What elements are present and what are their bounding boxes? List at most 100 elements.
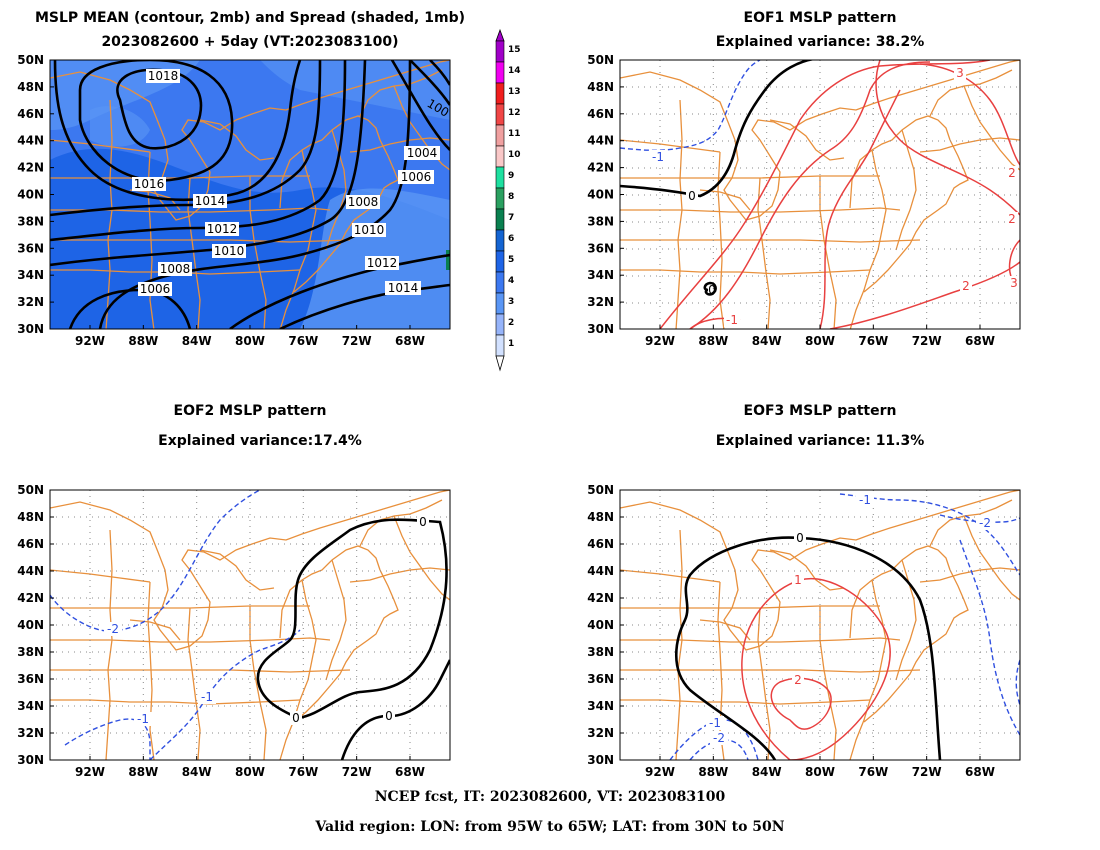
lon-tick-label: 80W: [805, 765, 835, 779]
mean-contour-label: 1018: [148, 69, 179, 83]
lon-tick-label: 88W: [128, 334, 158, 348]
lat-tick-label: 32N: [587, 295, 614, 309]
eof1-contour-label: -1: [652, 150, 664, 164]
lat-tick-label: 42N: [17, 591, 44, 605]
lon-tick-label: 84W: [182, 765, 212, 779]
lat-tick-label: 38N: [587, 645, 614, 659]
lat-tick-label: 46N: [17, 107, 44, 121]
lon-tick-label: 68W: [965, 334, 995, 348]
lat-tick-label: 30N: [587, 322, 614, 336]
lat-tick-label: 44N: [587, 134, 614, 148]
mean-contour-label: 1014: [388, 281, 419, 295]
eof1-contour-label: 0: [708, 283, 716, 297]
mean-contour-label: 1016: [134, 177, 165, 191]
lon-tick-label: 80W: [805, 334, 835, 348]
mean-contour-label: 1004: [407, 146, 438, 160]
eof2-contour-label: -1: [201, 690, 213, 704]
lat-tick-label: 30N: [17, 322, 44, 336]
lat-tick-label: 32N: [17, 295, 44, 309]
colorbar-tick-label: 3: [508, 297, 514, 307]
colorbar-tick-label: 15: [508, 45, 521, 55]
lon-tick-label: 76W: [858, 334, 888, 348]
lat-tick-label: 32N: [17, 726, 44, 740]
lat-tick-label: 40N: [587, 188, 614, 202]
eof3-contour-label: 1: [794, 573, 802, 587]
lon-tick-label: 92W: [75, 765, 105, 779]
mean-contour-label: 1010: [354, 223, 385, 237]
lon-tick-label: 92W: [75, 334, 105, 348]
lat-tick-label: 40N: [587, 618, 614, 632]
eof2-title-line2: Explained variance:17.4%: [158, 433, 362, 449]
eof3-title-line1: EOF3 MSLP pattern: [743, 403, 897, 419]
eof1-contour-label: 0: [688, 189, 696, 203]
mean-title-line1: MSLP MEAN (contour, 2mb) and Spread (sha…: [35, 10, 465, 26]
mean-contour-label: 1008: [160, 262, 191, 276]
eof2-contour-label: 0: [419, 515, 427, 529]
lat-tick-label: 48N: [587, 80, 614, 94]
lat-tick-label: 46N: [17, 537, 44, 551]
eof1-contour-label: 3: [956, 66, 964, 80]
colorbar-tick-label: 9: [508, 171, 514, 181]
lat-tick-label: 44N: [17, 564, 44, 578]
eof2-contour-label: 0: [292, 711, 300, 725]
lat-tick-label: 36N: [587, 672, 614, 686]
eof3-contour-label: -1: [859, 493, 871, 507]
lon-tick-label: 88W: [698, 765, 728, 779]
lat-tick-label: 34N: [587, 699, 614, 713]
lon-tick-label: 84W: [182, 334, 212, 348]
lon-tick-label: 72W: [342, 765, 372, 779]
lon-tick-label: 76W: [858, 765, 888, 779]
footer-forecast-info: NCEP fcst, IT: 2023082600, VT: 202308310…: [374, 789, 726, 805]
lon-tick-label: 80W: [235, 765, 265, 779]
mean-contour-label: 1010: [214, 244, 245, 258]
lat-tick-label: 46N: [587, 107, 614, 121]
lon-tick-label: 68W: [395, 334, 425, 348]
eof2-contour-label: -2: [107, 622, 119, 636]
lat-tick-label: 44N: [587, 564, 614, 578]
colorbar-tick-label: 13: [508, 87, 521, 97]
axis-labels: 50N 48N 46N 44N 42N 40N 38N 36N 34N 32N 30N 92W 88W 8…: [17, 53, 995, 779]
colorbar-tick-label: 5: [508, 255, 514, 265]
colorbar-tick-label: 12: [508, 108, 521, 118]
lat-tick-label: 50N: [587, 483, 614, 497]
eof3-contour-label: -1: [709, 716, 721, 730]
lat-tick-label: 40N: [17, 618, 44, 632]
eof3-contour-label: 2: [794, 673, 802, 687]
colorbar-tick-label: 4: [508, 276, 514, 286]
lon-tick-label: 88W: [698, 334, 728, 348]
lon-tick-label: 76W: [288, 765, 318, 779]
lat-tick-label: 46N: [587, 537, 614, 551]
colorbar-tick-label: 1: [508, 339, 514, 349]
lat-tick-label: 42N: [587, 161, 614, 175]
lon-tick-label: 88W: [128, 765, 158, 779]
lat-tick-label: 36N: [17, 241, 44, 255]
lat-tick-label: 42N: [587, 591, 614, 605]
eof1-contour-label: -1: [726, 313, 738, 327]
eof1-map-panel: 0 -1 3 2 2 -1 2 3 0: [619, 59, 1021, 330]
lon-tick-label: 92W: [645, 334, 675, 348]
lon-tick-label: 68W: [395, 765, 425, 779]
mean-map-panel: 1018 1016 1014 1012 1010 1008 1006 1004 …: [49, 59, 451, 330]
lon-tick-label: 84W: [752, 765, 782, 779]
mean-title-line2: 2023082600 + 5day (VT:2023083100): [101, 34, 399, 50]
eof3-contour-label: -2: [713, 731, 725, 745]
eof1-title-line1: EOF1 MSLP pattern: [743, 10, 897, 26]
footer-valid-region: Valid region: LON: from 95W to 65W; LAT:…: [315, 819, 785, 835]
eof1-contour-label: 2: [1008, 212, 1016, 226]
lon-tick-label: 68W: [965, 765, 995, 779]
lat-tick-label: 40N: [17, 188, 44, 202]
colorbar: 15 14 13 12 11 10 9 8 7 6 5 4 3 2 1: [495, 28, 521, 372]
mean-contour-label: 1006: [401, 170, 432, 184]
lat-tick-label: 34N: [17, 699, 44, 713]
lat-tick-label: 34N: [587, 268, 614, 282]
mean-contour-label: 1014: [195, 194, 226, 208]
mean-contour-label: 1012: [207, 222, 238, 236]
mean-contour-label: 1012: [367, 256, 398, 270]
mean-contour-label: 1006: [140, 282, 171, 296]
lon-tick-label: 72W: [912, 334, 942, 348]
lat-tick-label: 50N: [587, 53, 614, 67]
eof1-contour-label: 2: [1008, 166, 1016, 180]
lat-tick-label: 32N: [587, 726, 614, 740]
lat-tick-label: 36N: [587, 241, 614, 255]
